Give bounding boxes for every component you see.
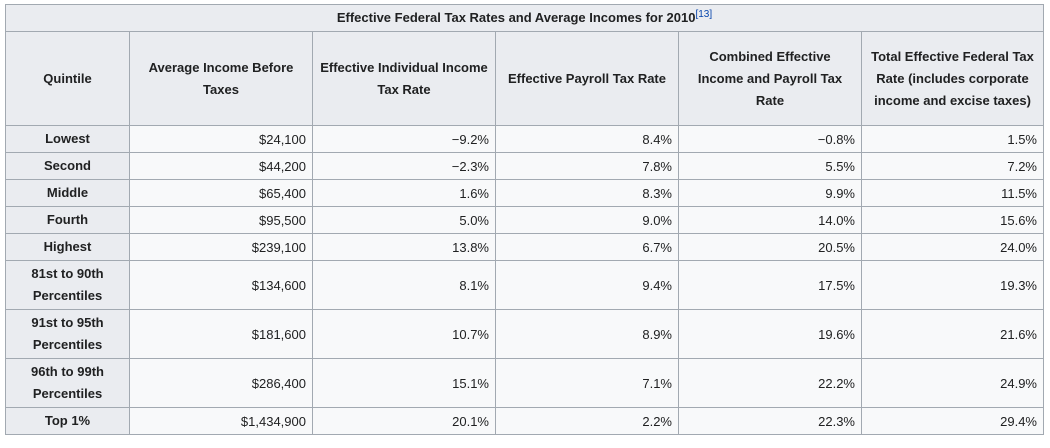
cell-average-income: $181,600 <box>129 309 313 359</box>
cell-individual-rate: 15.1% <box>312 358 496 408</box>
cell-average-income: $134,600 <box>129 260 313 310</box>
cell-payroll-rate: 8.4% <box>495 125 679 153</box>
cell-average-income: $286,400 <box>129 358 313 408</box>
row-label: Lowest <box>5 125 130 153</box>
table-caption: Effective Federal Tax Rates and Average … <box>5 4 1044 32</box>
cell-individual-rate: 10.7% <box>312 309 496 359</box>
cell-combined-rate: 9.9% <box>678 179 862 207</box>
cell-combined-rate: 20.5% <box>678 233 862 261</box>
row-label: 91st to 95th Percentiles <box>5 309 130 359</box>
table-row: Second $44,200 −2.3% 7.8% 5.5% 7.2% <box>5 152 1044 180</box>
cell-total-rate: 1.5% <box>861 125 1044 153</box>
cell-combined-rate: 5.5% <box>678 152 862 180</box>
cell-total-rate: 7.2% <box>861 152 1044 180</box>
cell-individual-rate: 5.0% <box>312 206 496 234</box>
cell-combined-rate: 14.0% <box>678 206 862 234</box>
table-row: Top 1% $1,434,900 20.1% 2.2% 22.3% 29.4% <box>5 407 1044 435</box>
cell-payroll-rate: 2.2% <box>495 407 679 435</box>
cell-average-income: $24,100 <box>129 125 313 153</box>
cell-combined-rate: 19.6% <box>678 309 862 359</box>
cell-individual-rate: 8.1% <box>312 260 496 310</box>
col-header-individual-rate: Effective Individual Income Tax Rate <box>312 31 496 126</box>
cell-individual-rate: −9.2% <box>312 125 496 153</box>
row-label: Fourth <box>5 206 130 234</box>
row-label: Top 1% <box>5 407 130 435</box>
cell-payroll-rate: 9.0% <box>495 206 679 234</box>
table-row: Highest $239,100 13.8% 6.7% 20.5% 24.0% <box>5 233 1044 261</box>
cell-payroll-rate: 6.7% <box>495 233 679 261</box>
cell-total-rate: 24.0% <box>861 233 1044 261</box>
row-label: 96th to 99th Percentiles <box>5 358 130 408</box>
table-row: Fourth $95,500 5.0% 9.0% 14.0% 15.6% <box>5 206 1044 234</box>
caption-text: Effective Federal Tax Rates and Average … <box>336 10 696 25</box>
row-label: Middle <box>5 179 130 207</box>
cell-total-rate: 24.9% <box>861 358 1044 408</box>
cell-payroll-rate: 7.1% <box>495 358 679 408</box>
tax-rates-table: Effective Federal Tax Rates and Average … <box>5 4 1044 435</box>
cell-total-rate: 19.3% <box>861 260 1044 310</box>
cell-total-rate: 29.4% <box>861 407 1044 435</box>
column-header-row: Quintile Average Income Before Taxes Effec… <box>5 31 1044 126</box>
cell-payroll-rate: 7.8% <box>495 152 679 180</box>
cell-combined-rate: 22.2% <box>678 358 862 408</box>
cell-payroll-rate: 8.3% <box>495 179 679 207</box>
row-label: 81st to 90th Percentiles <box>5 260 130 310</box>
table-row: Middle $65,400 1.6% 8.3% 9.9% 11.5% <box>5 179 1044 207</box>
col-header-total-rate: Total Effective Federal Tax Rate (includ… <box>861 31 1044 126</box>
col-header-payroll-rate: Effective Payroll Tax Rate <box>495 31 679 126</box>
row-label: Highest <box>5 233 130 261</box>
cell-average-income: $239,100 <box>129 233 313 261</box>
col-header-combined-rate: Combined Effective Income and Payroll Ta… <box>678 31 862 126</box>
cell-total-rate: 15.6% <box>861 206 1044 234</box>
table-row: 81st to 90th Percentiles $134,600 8.1% 9.4%… <box>5 260 1044 310</box>
cell-average-income: $44,200 <box>129 152 313 180</box>
citation-link[interactable]: [13] <box>695 9 713 20</box>
table-row: 91st to 95th Percentiles $181,600 10.7% 8.9… <box>5 309 1044 359</box>
table-row: Lowest $24,100 −9.2% 8.4% −0.8% 1.5% <box>5 125 1044 153</box>
col-header-average-income: Average Income Before Taxes <box>129 31 313 126</box>
row-label: Second <box>5 152 130 180</box>
cell-combined-rate: −0.8% <box>678 125 862 153</box>
cell-individual-rate: 13.8% <box>312 233 496 261</box>
cell-payroll-rate: 9.4% <box>495 260 679 310</box>
cell-combined-rate: 17.5% <box>678 260 862 310</box>
cell-individual-rate: −2.3% <box>312 152 496 180</box>
cell-combined-rate: 22.3% <box>678 407 862 435</box>
cell-total-rate: 21.6% <box>861 309 1044 359</box>
cell-individual-rate: 1.6% <box>312 179 496 207</box>
table-body: Lowest $24,100 −9.2% 8.4% −0.8% 1.5% Second $44… <box>5 125 1044 435</box>
col-header-quintile: Quintile <box>5 31 130 126</box>
table-row: 96th to 99th Percentiles $286,400 15.1% 7.1… <box>5 358 1044 408</box>
cell-average-income: $1,434,900 <box>129 407 313 435</box>
cell-average-income: $65,400 <box>129 179 313 207</box>
cell-payroll-rate: 8.9% <box>495 309 679 359</box>
cell-individual-rate: 20.1% <box>312 407 496 435</box>
cell-total-rate: 11.5% <box>861 179 1044 207</box>
cell-average-income: $95,500 <box>129 206 313 234</box>
